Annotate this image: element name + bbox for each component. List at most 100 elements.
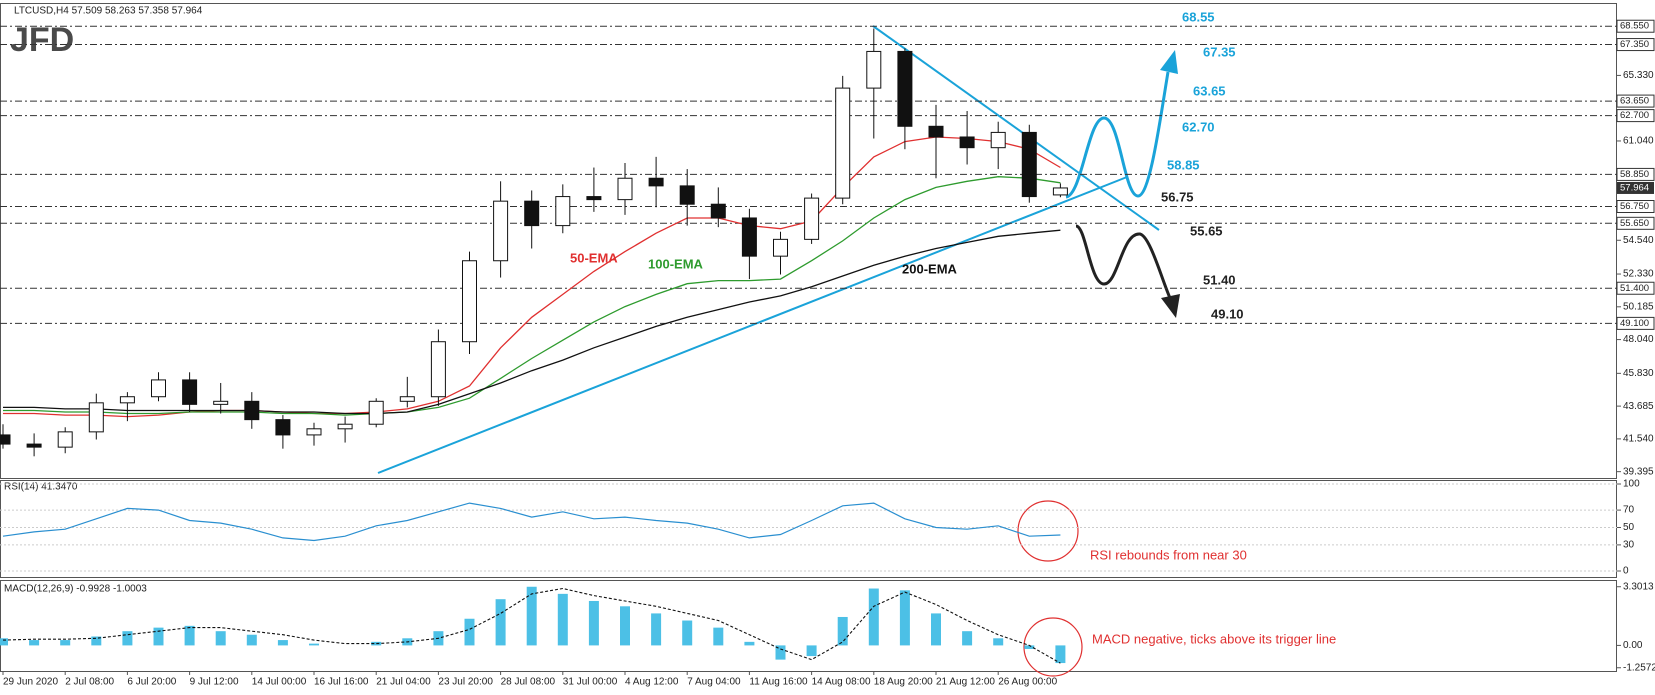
ema-label: 100-EMA [648, 256, 704, 271]
level-box [1616, 167, 1655, 181]
macd-bar [837, 616, 848, 646]
level-label: 49.100 [1620, 318, 1649, 329]
macd-bar [993, 638, 1004, 646]
macd-bar [1055, 645, 1066, 664]
logo: JFD [10, 21, 74, 59]
macd-bar [588, 600, 599, 646]
level-annotation: 56.75 [1161, 189, 1194, 204]
y-tick-label: 3.3013 [1623, 581, 1654, 592]
candle-body [462, 260, 477, 343]
level-box [1616, 38, 1655, 52]
candle-body [617, 177, 633, 201]
level-annotation: 55.65 [1190, 223, 1223, 238]
level-label: 58.850 [1620, 169, 1649, 180]
candle-body [710, 203, 726, 219]
macd-bar [744, 641, 755, 646]
level-box [1616, 19, 1655, 33]
candle-body [959, 136, 975, 149]
macd-bar [309, 643, 319, 646]
macd-bar [184, 625, 195, 646]
x-tick-label: 29 Jun 2020 [3, 677, 58, 688]
ema-label: 200-EMA [902, 261, 958, 276]
candle-body [337, 423, 353, 430]
x-tick-label: 21 Aug 12:00 [936, 677, 995, 688]
x-tick-label: 14 Aug 08:00 [812, 677, 871, 688]
candle-body [897, 50, 913, 127]
x-tick-label: 23 Jul 20:00 [438, 677, 493, 688]
candle-body [306, 428, 322, 436]
macd-bar [371, 641, 382, 646]
rsi-annotation: RSI rebounds from near 30 [1090, 547, 1247, 562]
x-tick-label: 11 Aug 16:00 [749, 677, 808, 688]
macd-bar [651, 613, 662, 646]
macd-bar [29, 640, 40, 646]
ema-line [3, 136, 1061, 418]
candle-body [1021, 131, 1037, 198]
x-tick-label: 26 Aug 00:00 [998, 677, 1057, 688]
y-tick-label: 39.395 [1623, 466, 1654, 477]
bullish-projection [1065, 71, 1170, 199]
y-tick-label: 30 [1623, 540, 1635, 551]
macd-bar [122, 631, 133, 646]
rsi-line [2, 502, 1061, 542]
y-tick-label: 50.185 [1623, 301, 1654, 312]
level-label: 63.650 [1620, 96, 1649, 107]
macd-bar [464, 618, 475, 646]
level-annotation: 58.85 [1167, 157, 1200, 172]
level-label: 62.700 [1620, 110, 1649, 121]
macd-bar [557, 593, 568, 646]
candle-body [244, 400, 260, 421]
x-tick-label: 28 Jul 08:00 [501, 677, 556, 688]
candle-body [57, 431, 73, 448]
level-annotation: 67.35 [1203, 44, 1236, 59]
macd-bar [620, 606, 630, 646]
macd-bar [962, 631, 973, 646]
y-tick-label: -1.2572 [1623, 662, 1655, 673]
macd-signal [2, 587, 1061, 664]
candle-body [119, 396, 135, 404]
descending-trendline [872, 25, 1160, 231]
candle-body [866, 50, 882, 89]
last-price-box [1617, 181, 1654, 194]
level-annotation: 63.65 [1193, 83, 1226, 98]
candle-body [679, 185, 695, 205]
price-panel [0, 3, 1617, 479]
rsi-panel [0, 480, 1617, 578]
candle-body [368, 400, 384, 425]
candle-body [524, 200, 540, 227]
last-price-label: 57.964 [1620, 182, 1649, 193]
x-tick-label: 9 Jul 12:00 [190, 677, 239, 688]
macd-bar [526, 586, 537, 646]
level-box [1616, 216, 1655, 230]
candle-body [0, 434, 11, 445]
level-box [1616, 316, 1655, 330]
macd-bar [868, 588, 879, 646]
macd-highlight [1023, 617, 1083, 677]
candle-body [275, 419, 291, 436]
x-tick-label: 4 Aug 12:00 [625, 677, 679, 688]
macd-bar [277, 640, 288, 646]
bearish-projection [1075, 224, 1172, 299]
y-tick-label: 0.00 [1623, 640, 1643, 651]
macd-title: MACD(12,26,9) -0.9928 -1.0003 [4, 584, 147, 595]
macd-panel [0, 580, 1617, 672]
level-box [1616, 94, 1655, 108]
level-annotation: 62.70 [1182, 119, 1215, 134]
candle-body [804, 197, 820, 240]
macd-bar [153, 627, 164, 646]
candle-body [835, 87, 851, 199]
x-tick-label: 21 Jul 04:00 [376, 677, 431, 688]
y-tick-label: 50 [1623, 522, 1635, 533]
level-label: 67.350 [1620, 39, 1649, 50]
candle-body [648, 177, 664, 187]
macd-bar [931, 613, 941, 646]
level-label: 55.650 [1620, 218, 1649, 229]
x-tick-label: 14 Jul 00:00 [252, 677, 307, 688]
ema-line [3, 176, 1061, 416]
y-tick-label: 48.040 [1623, 334, 1654, 345]
rsi-highlight [1017, 500, 1079, 562]
macd-bar [60, 640, 71, 646]
y-tick-label: 65.330 [1623, 70, 1654, 81]
level-label: 51.400 [1620, 283, 1649, 294]
